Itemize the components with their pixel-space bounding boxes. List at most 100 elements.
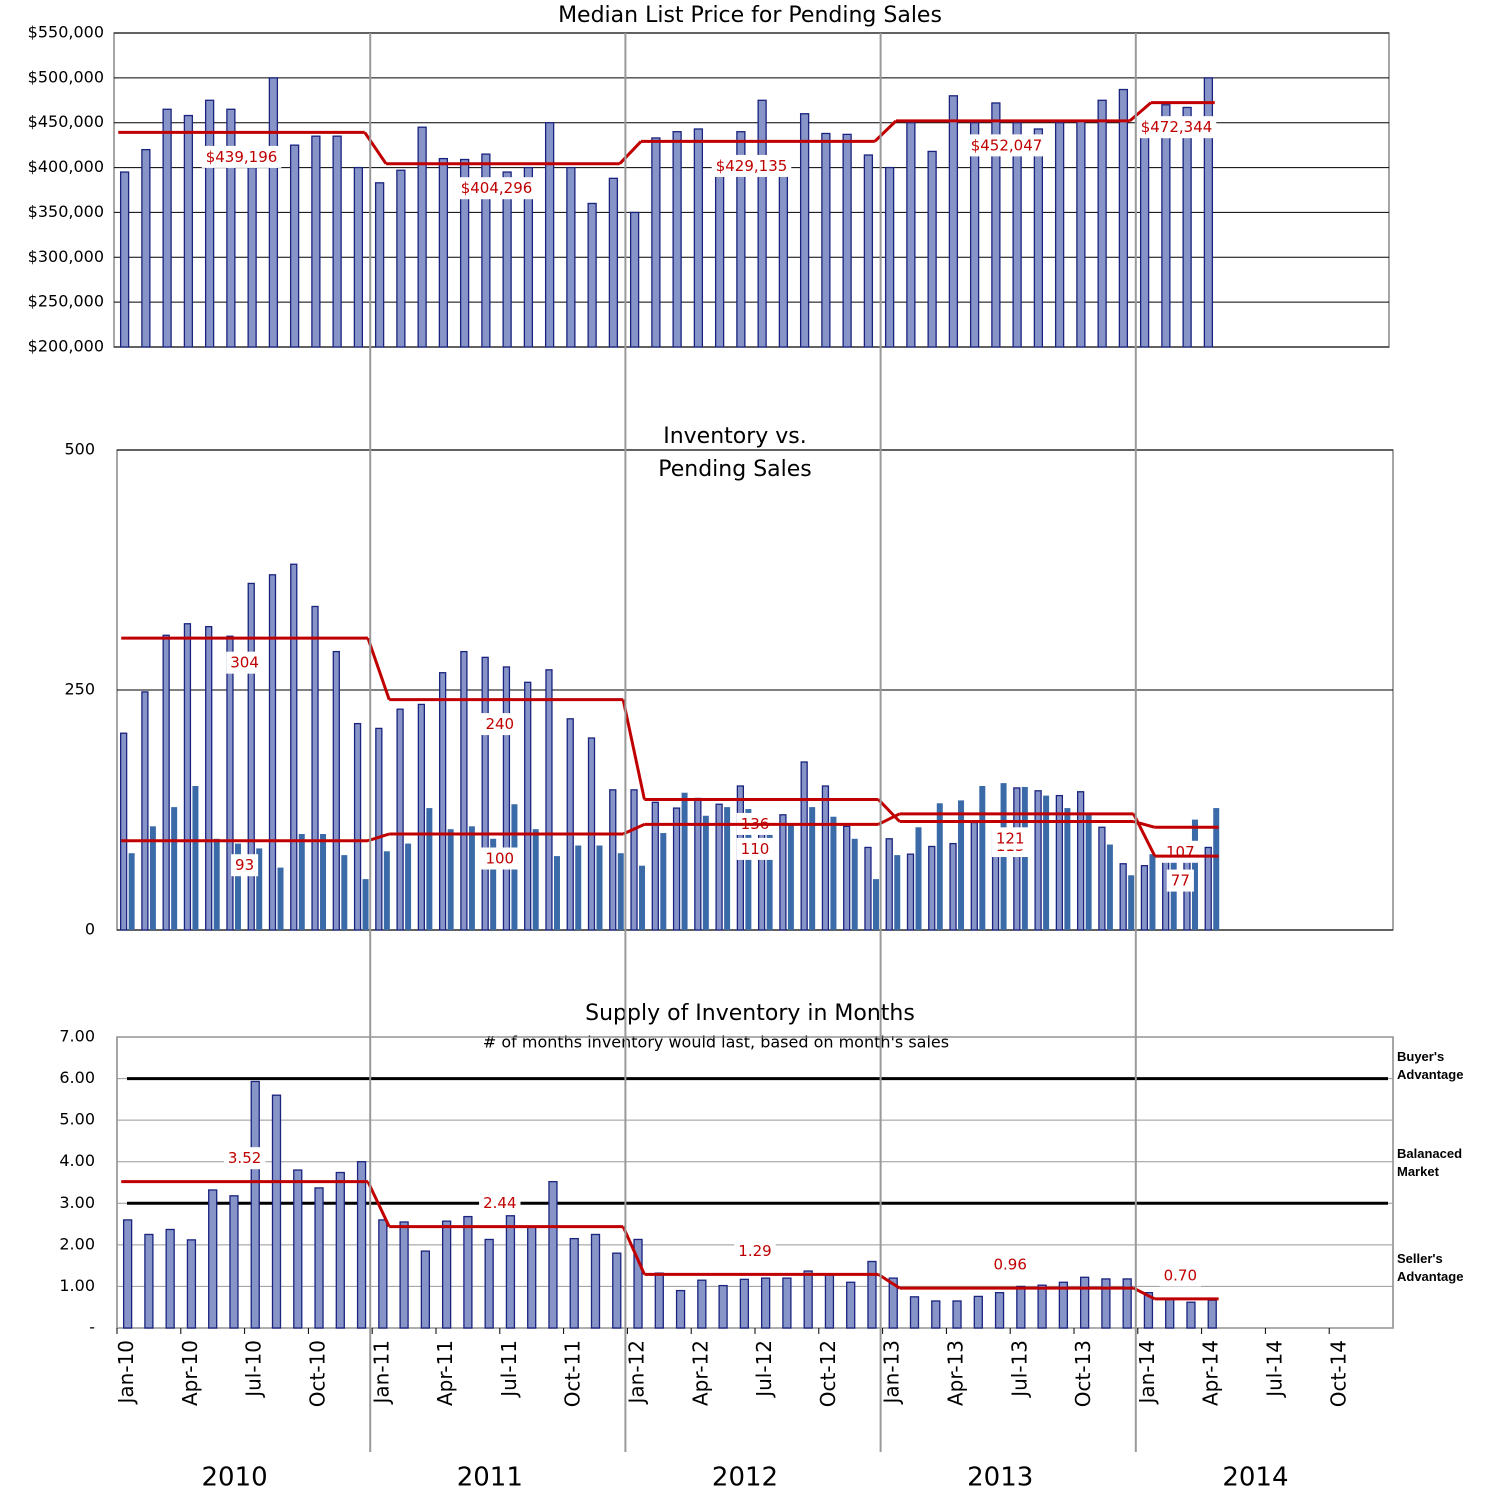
- bar: [1161, 104, 1171, 348]
- bar: [846, 1281, 856, 1329]
- average-label-box: [481, 713, 519, 736]
- bar: [590, 1233, 601, 1329]
- bar: [468, 826, 475, 930]
- bar: [298, 834, 305, 930]
- bar: [545, 669, 553, 931]
- bar: [675, 1289, 686, 1329]
- bar: [396, 708, 404, 931]
- y-tick-label: 4.00: [59, 1151, 95, 1170]
- bar: [745, 809, 752, 930]
- bar: [843, 825, 851, 931]
- zone-label-line: Seller's: [1397, 1251, 1443, 1266]
- bar: [460, 650, 468, 931]
- bar: [290, 563, 298, 931]
- x-tick-label: Apr-10: [178, 1340, 202, 1406]
- bar: [714, 166, 725, 348]
- bar: [1128, 875, 1135, 930]
- x-tick-label: Apr-14: [1199, 1340, 1223, 1406]
- bar: [809, 807, 816, 930]
- average-label: $429,135: [716, 157, 788, 175]
- bar: [994, 1292, 1005, 1329]
- y-tick-label: $450,000: [28, 112, 104, 131]
- bar: [144, 1233, 154, 1329]
- bar: [569, 1237, 579, 1329]
- average-label-box: [201, 145, 282, 168]
- y-tick-label: 2.00: [59, 1234, 95, 1253]
- x-tick-label: Jul-11: [497, 1340, 521, 1399]
- bar: [356, 1161, 367, 1329]
- bar: [1054, 122, 1065, 348]
- bar: [441, 1220, 452, 1329]
- bar: [948, 95, 959, 348]
- bar: [969, 122, 980, 348]
- bar: [1182, 106, 1192, 348]
- bar: [314, 1187, 324, 1329]
- average-connector: [873, 119, 898, 143]
- bar: [353, 722, 362, 931]
- year-label: 2014: [1222, 1463, 1288, 1493]
- bar: [122, 1219, 133, 1329]
- bar: [119, 171, 130, 348]
- bar: [396, 169, 406, 348]
- bar: [502, 171, 512, 348]
- bar: [524, 681, 532, 931]
- x-tick-label: Jan-14: [1135, 1340, 1159, 1406]
- bar: [553, 856, 560, 930]
- x-tick-label: Apr-12: [688, 1340, 712, 1406]
- bar: [1085, 812, 1092, 930]
- average-label-box: [736, 837, 774, 860]
- bar: [289, 144, 300, 348]
- bar: [502, 666, 511, 931]
- bar: [697, 1279, 707, 1329]
- average-label-box: [711, 154, 792, 177]
- bar: [481, 153, 491, 348]
- bar: [490, 838, 497, 930]
- bar: [213, 838, 220, 930]
- bar: [149, 826, 156, 930]
- average-connector: [618, 140, 643, 165]
- bar: [277, 867, 284, 930]
- x-tick-label: Oct-12: [816, 1340, 840, 1407]
- bar: [766, 814, 773, 930]
- bar: [1165, 1298, 1175, 1329]
- bar: [426, 808, 433, 930]
- bar: [1101, 1278, 1111, 1329]
- average-connector: [1128, 101, 1152, 123]
- bar: [842, 133, 852, 348]
- average-label: 93: [235, 856, 254, 874]
- y-tick-label: 6.00: [59, 1068, 95, 1087]
- average-label-box: [734, 1239, 776, 1262]
- bar: [420, 1250, 431, 1329]
- zone-label-line: Advantage: [1397, 1067, 1463, 1082]
- bar: [1203, 77, 1214, 348]
- average-connector: [877, 812, 901, 826]
- average-label-box: [456, 177, 537, 200]
- y-tick-label: -: [89, 1318, 95, 1337]
- bar: [782, 1277, 792, 1329]
- bar: [399, 1221, 409, 1329]
- average-connector: [367, 832, 390, 843]
- bar: [949, 842, 957, 931]
- average-label-box: [966, 134, 1047, 157]
- bar: [1079, 1276, 1090, 1329]
- average-label: 0.70: [1164, 1266, 1197, 1284]
- bar: [617, 853, 624, 930]
- bar: [587, 202, 597, 348]
- bar: [979, 786, 986, 930]
- bar: [268, 574, 277, 931]
- bar: [872, 879, 879, 930]
- y-tick-label: $350,000: [28, 202, 104, 221]
- bar: [821, 132, 831, 348]
- bar: [973, 1295, 983, 1329]
- bar: [459, 158, 470, 348]
- y-tick-label: $300,000: [28, 247, 104, 266]
- average-label: 77: [1171, 872, 1190, 890]
- bar: [192, 786, 199, 930]
- zone-label: Buyer's Advantage: [1397, 1049, 1463, 1082]
- average-label: 240: [485, 715, 514, 733]
- bar: [544, 122, 555, 348]
- bar: [1213, 808, 1220, 930]
- bar: [332, 650, 340, 931]
- bar: [739, 1278, 750, 1329]
- average-label-box: [479, 1192, 521, 1215]
